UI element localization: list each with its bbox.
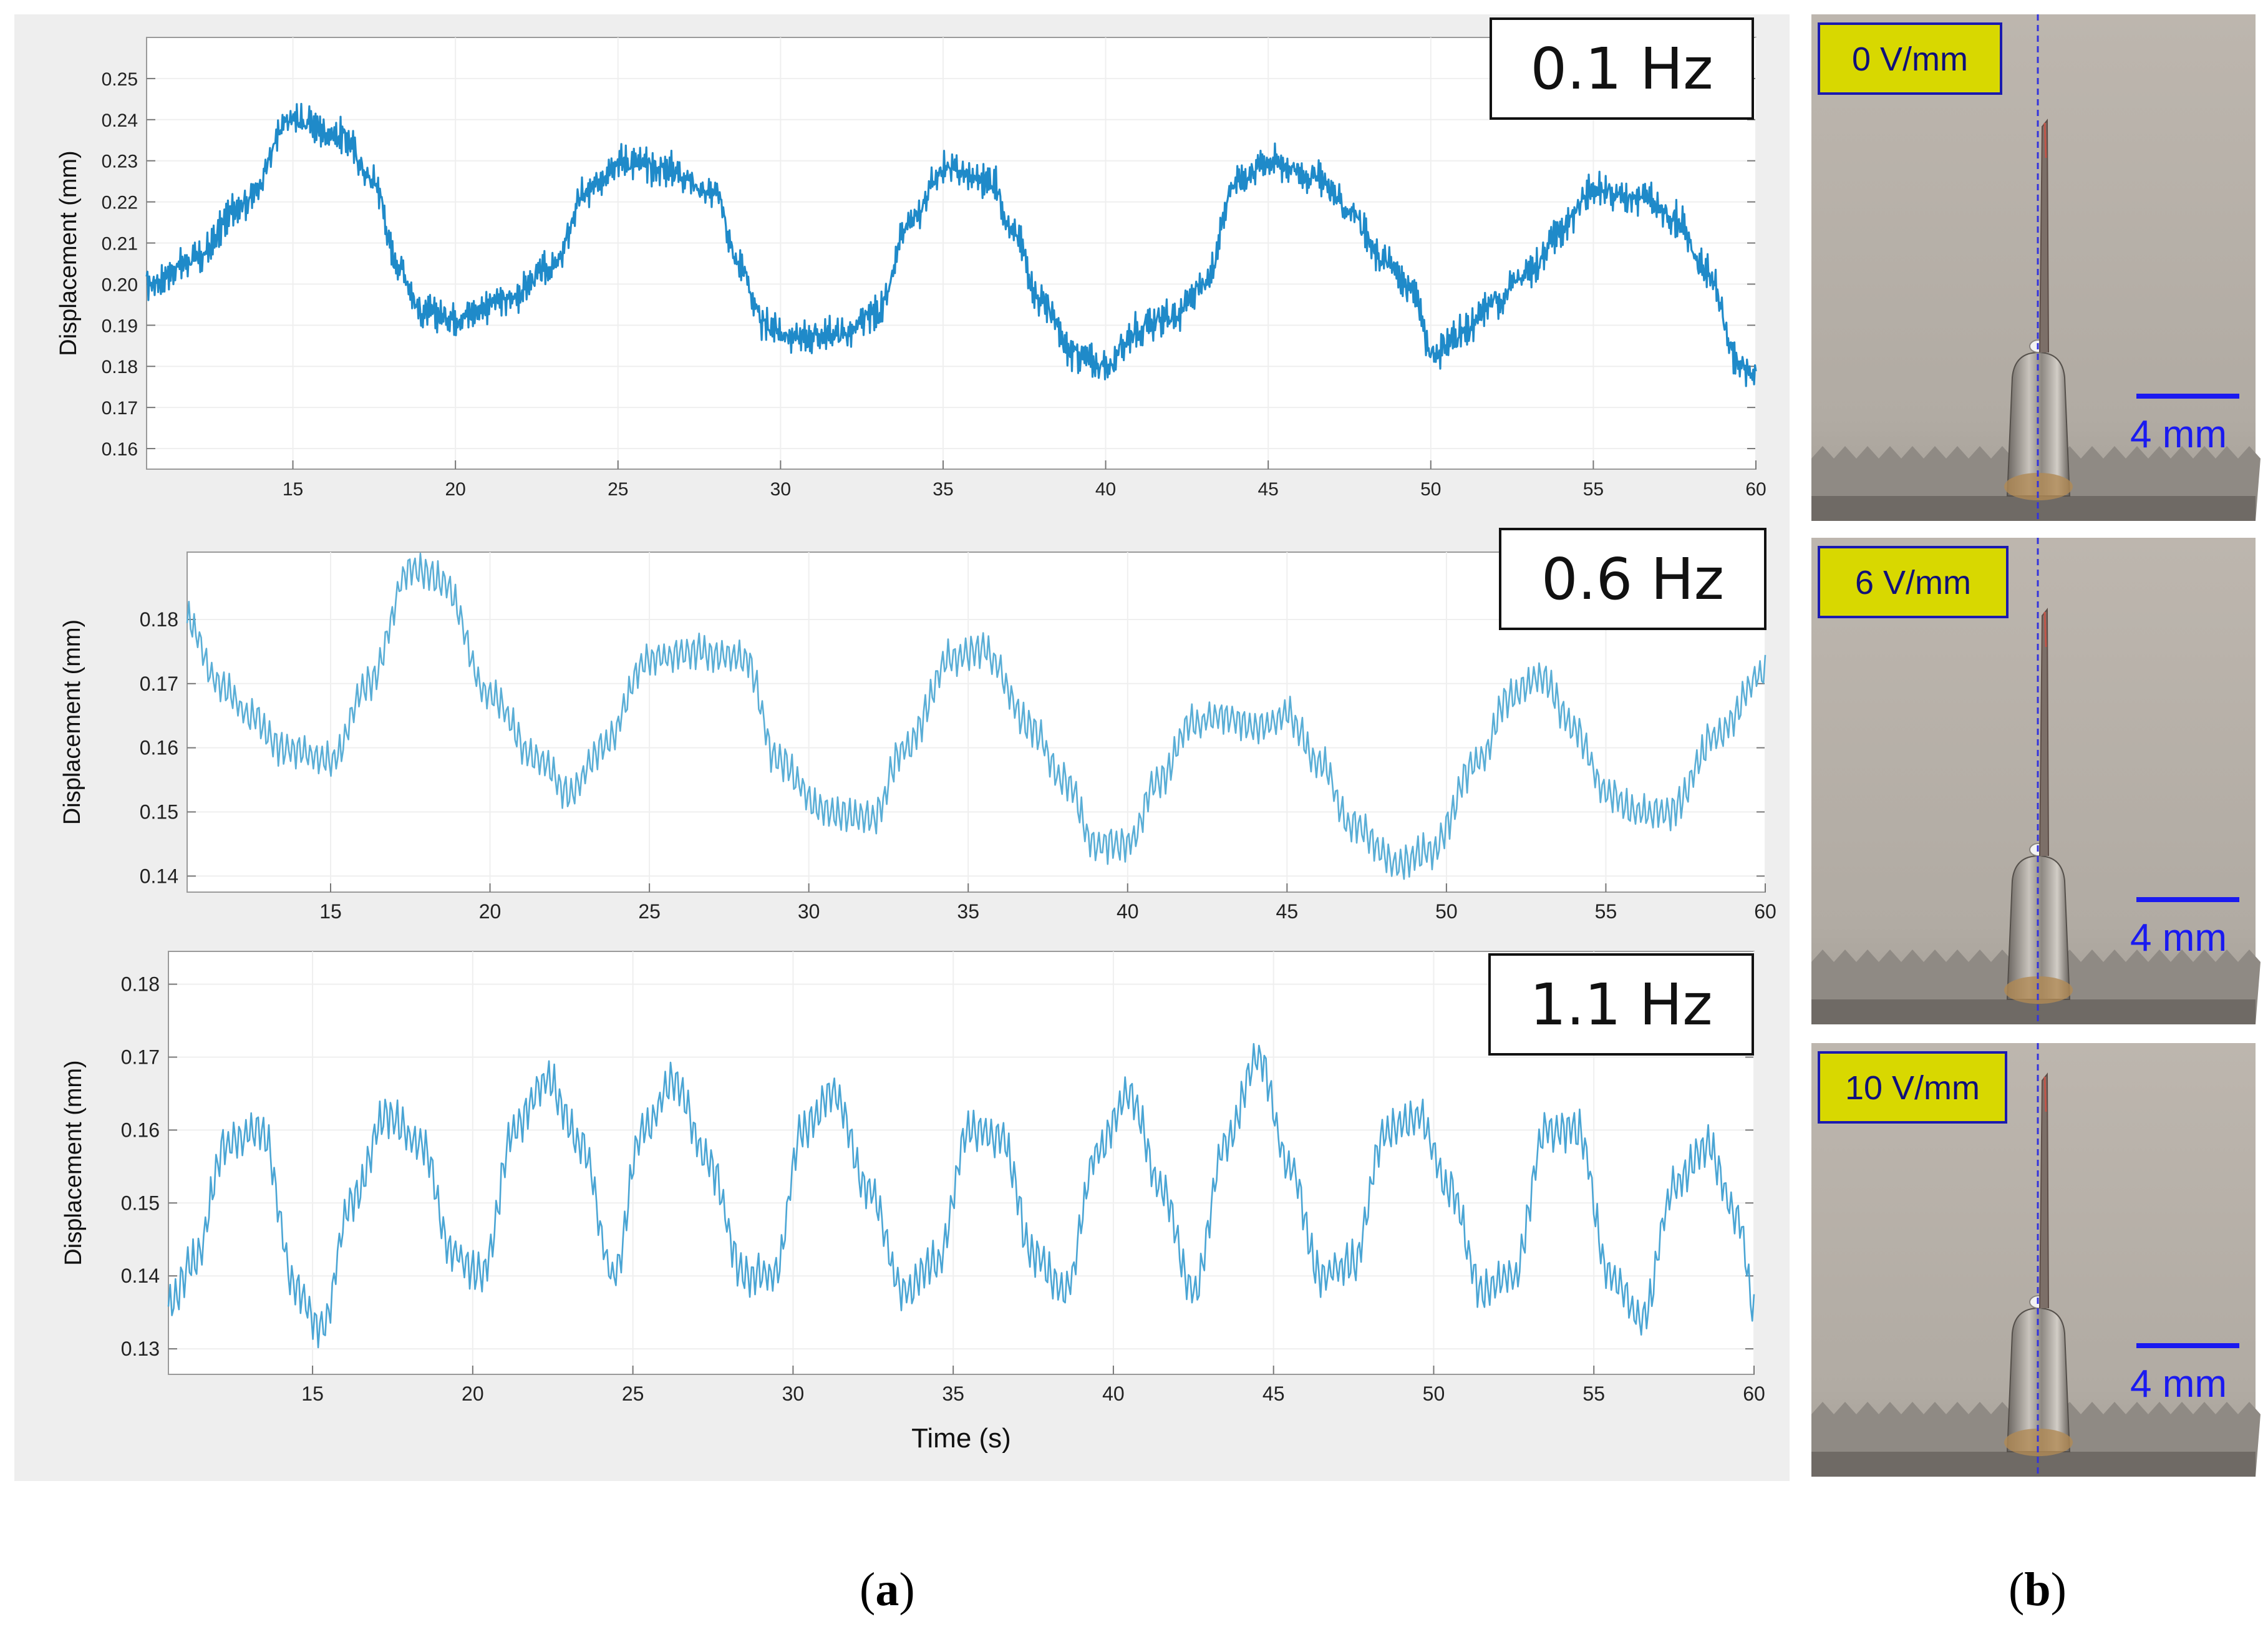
photo-panel-3: 10 V/mm 4 mm xyxy=(1811,1043,2261,1477)
x-tick-label: 15 xyxy=(283,479,303,500)
field-strength-label: 6 V/mm xyxy=(1855,564,1971,601)
y-tick-label: 0.20 xyxy=(102,274,138,295)
y-axis-label: Displacement (mm) xyxy=(59,619,85,825)
caption-b: (b) xyxy=(2009,1563,2067,1616)
photo-panel-1: 0 V/mm 4 mm xyxy=(1811,14,2261,521)
frequency-annotation-box xyxy=(1490,17,1754,120)
x-axis-label: Time (s) xyxy=(911,1423,1011,1454)
caption-b-letter: b xyxy=(2024,1563,2051,1616)
fiber-tip xyxy=(2043,611,2047,648)
y-tick-label: 0.15 xyxy=(121,1192,160,1214)
fiber-tip xyxy=(2043,122,2047,158)
y-axis-label: Displacement (mm) xyxy=(61,1060,87,1265)
plot-area xyxy=(146,37,1757,470)
y-tick-label: 0.21 xyxy=(102,234,138,255)
x-tick-label: 60 xyxy=(1754,900,1776,923)
x-tick-label: 30 xyxy=(770,479,791,500)
x-tick-label: 25 xyxy=(622,1382,644,1405)
data-series-line xyxy=(167,1042,1755,1349)
x-tick-label: 50 xyxy=(1435,900,1458,923)
y-tick-label: 0.16 xyxy=(121,1119,160,1141)
y-tick-label: 0.16 xyxy=(140,737,178,759)
chart-2: 0.14 0.15 0.16 0.17 0.18 15 20 25 30 35 40 45 50 55 60… xyxy=(59,528,1776,923)
x-tick-label: 25 xyxy=(608,479,628,500)
chart-1: 0.16 0.17 0.18 0.19 0.20 0.21 0.22 0.23 0.24 0.25… xyxy=(56,17,1766,500)
x-tick-label: 50 xyxy=(1423,1382,1445,1405)
x-tick-label: 45 xyxy=(1262,1382,1285,1405)
scale-bar-label: 4 mm xyxy=(2130,1363,2227,1406)
x-tick-label: 30 xyxy=(782,1382,805,1405)
x-tick-label: 45 xyxy=(1276,900,1299,923)
x-tick-label: 20 xyxy=(479,900,502,923)
data-series-line xyxy=(145,102,1757,387)
y-tick-label: 0.17 xyxy=(140,673,178,695)
y-axis-label: Displacement (mm) xyxy=(56,150,82,356)
y-tick-label: 0.25 xyxy=(102,69,138,90)
x-tick-label: 30 xyxy=(798,900,820,923)
frequency-annotation-box xyxy=(1499,528,1766,630)
x-tick-label: 40 xyxy=(1095,479,1116,500)
chart-3: 0.13 0.14 0.15 0.16 0.17 0.18 15 20 25 30 35 40 45 50… xyxy=(61,951,1765,1454)
x-tick-label: 25 xyxy=(638,900,661,923)
x-tick-label: 50 xyxy=(1420,479,1441,500)
x-tick-label: 15 xyxy=(301,1382,324,1405)
photo-panel-2: 6 V/mm 4 mm xyxy=(1811,538,2261,1024)
frequency-annotation: 1.1 Hz xyxy=(1529,971,1712,1038)
y-tick-label: 0.23 xyxy=(102,152,138,172)
scale-bar-label: 4 mm xyxy=(2130,413,2227,456)
field-strength-label: 0 V/mm xyxy=(1852,41,1968,78)
field-strength-label: 10 V/mm xyxy=(1845,1069,1980,1107)
y-tick-label: 0.18 xyxy=(102,357,138,377)
y-tick-label: 0.17 xyxy=(121,1046,160,1069)
nozzle-base-glow xyxy=(2004,976,2073,1004)
nozzle-base-glow xyxy=(2004,1429,2073,1456)
frequency-annotation: 0.1 Hz xyxy=(1530,36,1713,102)
x-tick-label: 60 xyxy=(1743,1382,1765,1405)
x-tick-label: 35 xyxy=(942,1382,964,1405)
x-tick-label: 20 xyxy=(445,479,465,500)
y-tick-label: 0.13 xyxy=(121,1338,160,1360)
x-tick-label: 20 xyxy=(462,1382,484,1405)
fiber-tip xyxy=(2043,1076,2047,1112)
y-tick-label: 0.24 xyxy=(102,110,138,131)
x-tick-label: 40 xyxy=(1117,900,1139,923)
y-tick-label: 0.17 xyxy=(102,398,138,419)
x-tick-label: 35 xyxy=(933,479,953,500)
field-strength-label-box xyxy=(1818,546,2009,618)
y-tick-label: 0.14 xyxy=(140,865,178,887)
x-tick-label: 60 xyxy=(1745,479,1766,500)
y-tick-label: 0.18 xyxy=(121,973,160,996)
scale-bar-label: 4 mm xyxy=(2130,916,2227,959)
data-series-line xyxy=(186,552,1766,880)
y-tick-label: 0.14 xyxy=(121,1265,160,1287)
x-tick-label: 15 xyxy=(319,900,342,923)
y-tick-label: 0.18 xyxy=(140,608,178,631)
frequency-annotation-box xyxy=(1488,953,1754,1056)
field-strength-label-box xyxy=(1818,22,2002,95)
x-tick-label: 55 xyxy=(1582,1382,1605,1405)
x-tick-label: 55 xyxy=(1595,900,1617,923)
x-tick-label: 40 xyxy=(1102,1382,1125,1405)
y-tick-label: 0.16 xyxy=(102,439,138,460)
frequency-annotation: 0.6 Hz xyxy=(1541,546,1724,613)
caption-a: (a) xyxy=(860,1563,915,1616)
y-tick-label: 0.19 xyxy=(102,316,138,336)
y-tick-label: 0.22 xyxy=(102,193,138,213)
x-tick-label: 55 xyxy=(1583,479,1604,500)
field-strength-label-box xyxy=(1818,1051,2007,1124)
x-tick-label: 45 xyxy=(1258,479,1278,500)
x-tick-label: 35 xyxy=(957,900,979,923)
caption-a-letter: a xyxy=(875,1563,899,1616)
y-tick-label: 0.15 xyxy=(140,800,178,823)
